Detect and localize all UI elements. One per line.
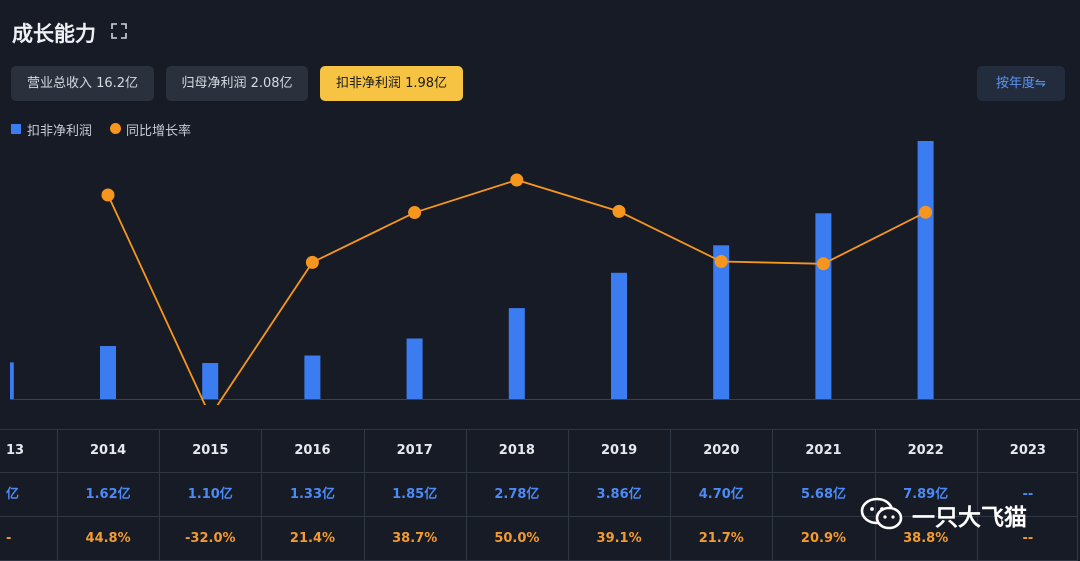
table-column-divider: [159, 429, 160, 561]
tab-net-profit[interactable]: 归母净利润 2.08亿: [166, 66, 308, 101]
table-border-right: [1077, 429, 1078, 561]
table-divider: [0, 516, 1078, 517]
table-cell-value: 1.33亿: [289, 487, 336, 502]
page-title: 成长能力: [12, 22, 96, 46]
table-cell-year: 2015: [192, 443, 229, 458]
table-cell-growth: -32.0%: [185, 531, 236, 546]
table-column-divider: [977, 429, 978, 561]
growth-point-2020: [714, 255, 728, 269]
profit-chart: [10, 140, 1080, 405]
growth-point-2016: [305, 255, 319, 269]
table-cell-year: 2022: [907, 443, 944, 458]
tab-adjusted-net-profit[interactable]: 扣非净利润 1.98亿: [320, 66, 463, 101]
growth-point-2014: [101, 188, 115, 202]
table-cell-growth: 21.7%: [698, 531, 744, 546]
table-column-divider: [670, 429, 671, 561]
table-cell-growth: 20.9%: [800, 531, 847, 546]
table-divider: [0, 472, 1078, 473]
by-year-toggle-button[interactable]: 按年度⇋: [977, 66, 1065, 101]
legend-swatch-line: [110, 123, 121, 134]
legend-label-profit: 扣非净利润: [27, 124, 93, 139]
table-cell-growth: 44.8%: [85, 531, 131, 546]
wechat-icon: [860, 497, 903, 530]
growth-point-2017: [408, 206, 422, 220]
legend-swatch-bar: [11, 124, 21, 134]
table-cell-growth: 38.8%: [903, 531, 949, 546]
table-column-divider: [57, 429, 58, 561]
bar-2020: [713, 245, 730, 399]
bar-2013: [10, 362, 14, 399]
table-cell-year: 2018: [498, 443, 535, 458]
table-cell-year: 2019: [601, 443, 638, 458]
table-column-divider: [466, 429, 467, 561]
table-row-values: 亿 1.62亿 1.10亿 1.33亿 1.85亿 2.78亿 3.86亿 4.70亿 5.68…: [0, 473, 1080, 516]
table-cell-year: 2020: [703, 443, 740, 458]
table-cell-growth: 50.0%: [494, 531, 540, 546]
legend-label-growth: 同比增长率: [126, 124, 192, 139]
table-column-divider: [772, 429, 773, 561]
watermark-text: 一只大飞猫: [912, 505, 1027, 531]
table-cell-year: 2017: [396, 443, 433, 458]
table-cell-value: 3.86亿: [596, 487, 642, 502]
table-cell-value: 1.10亿: [187, 487, 233, 502]
table-cell-year: 2014: [90, 443, 127, 458]
expand-icon[interactable]: [110, 22, 128, 40]
growth-point-2019: [612, 204, 626, 218]
table-cell-year: 2021: [805, 443, 842, 458]
bar-2016: [304, 355, 321, 399]
table-cell-value: 7.89亿: [903, 487, 949, 502]
table-column-divider: [568, 429, 569, 561]
growth-point-2021: [816, 257, 830, 271]
table-cell-value: 1.85亿: [392, 487, 438, 502]
table-cell-value: 4.70亿: [698, 487, 744, 502]
bar-2022: [917, 140, 934, 399]
table-cell-value: 亿: [6, 487, 20, 502]
table-column-divider: [261, 429, 262, 561]
watermark: 一只大飞猫: [860, 495, 1060, 533]
table-column-divider: [875, 429, 876, 561]
tab-revenue[interactable]: 营业总收入 16.2亿: [11, 66, 154, 101]
table-cell-year: 2023: [1009, 443, 1046, 458]
bar-2017: [406, 338, 423, 399]
table-cell-growth: -: [6, 531, 12, 546]
growth-point-2022: [919, 205, 933, 219]
table-cell-year: 13: [6, 443, 25, 458]
table-row-years: 13 2014 2015 2016 2017 2018 2019 2020 2021 2022 20…: [0, 429, 1080, 472]
table-cell-growth: --: [1022, 531, 1034, 546]
table-cell-value: --: [1022, 487, 1034, 502]
table-cell-value: 2.78亿: [494, 487, 540, 502]
table-cell-growth: 21.4%: [289, 531, 336, 546]
table-cell-growth: 39.1%: [596, 531, 642, 546]
table-cell-value: 1.62亿: [85, 487, 131, 502]
table-cell-value: 5.68亿: [800, 487, 847, 502]
table-cell-growth: 38.7%: [392, 531, 438, 546]
bar-2015: [202, 363, 219, 399]
bar-2018: [508, 308, 525, 399]
table-cell-year: 2016: [294, 443, 331, 458]
table-row-growth: - 44.8% -32.0% 21.4% 38.7% 50.0% 39.1% 21.7% 20.…: [0, 517, 1080, 560]
bar-2021: [815, 213, 832, 399]
growth-point-2018: [510, 173, 524, 187]
table-border-top: [0, 429, 1078, 430]
table-column-divider: [364, 429, 365, 561]
bar-2014: [100, 346, 116, 399]
bar-2019: [611, 272, 627, 399]
